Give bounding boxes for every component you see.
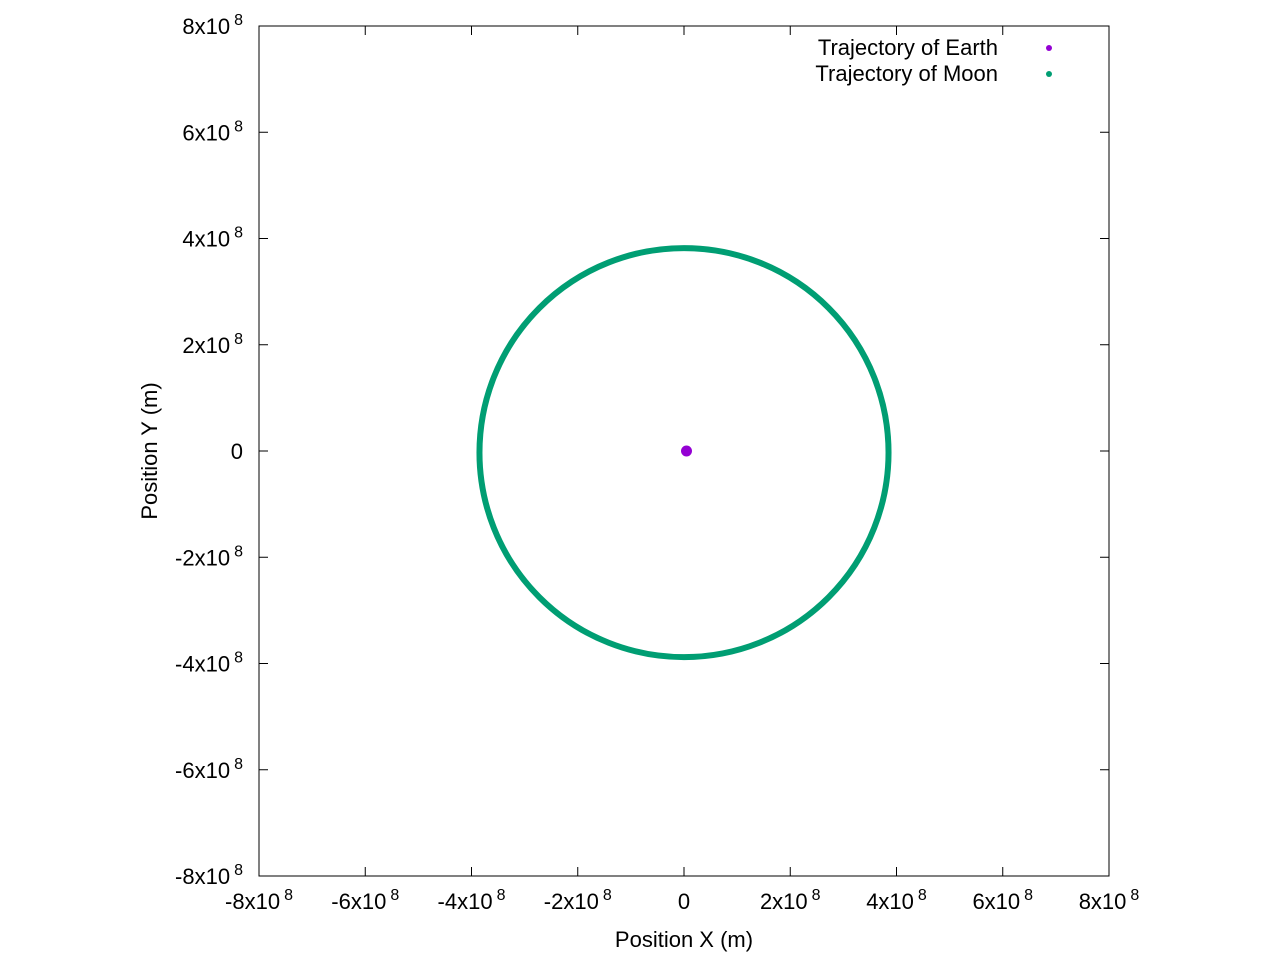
moon-trajectory <box>476 245 892 661</box>
x-tick-label: -4x10 8 <box>438 887 506 914</box>
y-tick-label: -8x10 8 <box>175 862 243 889</box>
x-tick-label: 8x10 8 <box>1079 887 1140 914</box>
y-tick-label: 8x10 8 <box>182 12 243 39</box>
x-tick-labels: -8x10 8 -6x10 8 -4x10 8 -2x10 8 0 2x10 8 4x10 8 6x10 8… <box>225 887 1139 914</box>
legend-label-moon: Trajectory of Moon <box>815 61 998 86</box>
legend: Trajectory of Earth Trajectory of Moon <box>815 35 1052 86</box>
x-tick-label: -6x10 8 <box>331 887 399 914</box>
x-tick-label: 0 <box>678 889 690 914</box>
y-tick-label: -4x10 8 <box>175 650 243 677</box>
y-tick-label: 0 <box>231 439 243 464</box>
y-tick-labels: 8x10 8 6x10 8 4x10 8 2x10 8 0 -2x10 8 -4x10 8 -6x10 8 -… <box>175 12 243 889</box>
y-axis-label: Position Y (m) <box>137 382 162 519</box>
x-tick-label: 4x10 8 <box>866 887 927 914</box>
y-tick-label: 4x10 8 <box>182 225 243 252</box>
y-tick-label: -2x10 8 <box>175 543 243 570</box>
y-tick-label: 6x10 8 <box>182 118 243 145</box>
x-tick-label: -8x10 8 <box>225 887 293 914</box>
y-tick-label: -6x10 8 <box>175 756 243 783</box>
y-tick-label: 2x10 8 <box>182 331 243 358</box>
axis-ticks <box>258 25 1110 877</box>
x-axis-label: Position X (m) <box>615 927 753 952</box>
plot-marks <box>476 245 892 661</box>
legend-marker-moon <box>1046 71 1052 77</box>
x-tick-label: -2x10 8 <box>544 887 612 914</box>
legend-label-earth: Trajectory of Earth <box>818 35 998 60</box>
earth-trajectory <box>680 445 692 457</box>
x-tick-label: 6x10 8 <box>972 887 1033 914</box>
legend-marker-earth <box>1046 45 1052 51</box>
x-tick-label: 2x10 8 <box>760 887 821 914</box>
